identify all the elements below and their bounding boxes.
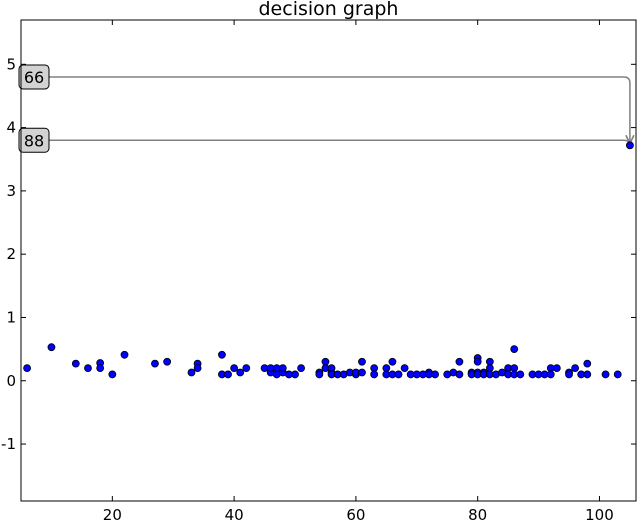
annotation-label: 66 bbox=[24, 68, 44, 87]
data-point bbox=[358, 357, 366, 366]
data-point bbox=[565, 370, 573, 379]
data-point bbox=[163, 357, 172, 366]
data-point bbox=[455, 370, 464, 379]
y-tick-label: 0 bbox=[6, 372, 16, 390]
data-point bbox=[96, 364, 105, 372]
y-tick-label: 1 bbox=[6, 308, 16, 326]
data-point bbox=[546, 370, 555, 379]
annotation-connector bbox=[49, 76, 631, 144]
data-point bbox=[601, 370, 610, 379]
data-point bbox=[583, 370, 592, 379]
data-point bbox=[187, 368, 196, 377]
data-point bbox=[370, 370, 379, 379]
y-tick-label: -1 bbox=[1, 435, 16, 453]
data-point bbox=[394, 370, 403, 379]
data-point bbox=[230, 364, 239, 372]
data-point bbox=[516, 370, 525, 379]
annotation-box bbox=[18, 127, 50, 153]
y-tick-label: 5 bbox=[6, 55, 16, 73]
data-point bbox=[626, 141, 634, 150]
data-point bbox=[473, 357, 482, 366]
data-point bbox=[71, 359, 80, 368]
data-point bbox=[291, 370, 299, 379]
scatter-points bbox=[23, 141, 634, 379]
y-tick-label: 3 bbox=[6, 182, 16, 200]
x-tick-label: 100 bbox=[585, 506, 614, 524]
data-point bbox=[84, 364, 92, 372]
data-point bbox=[571, 364, 580, 372]
data-point bbox=[358, 368, 366, 377]
data-point bbox=[193, 364, 202, 372]
x-tick-label: 80 bbox=[468, 506, 487, 524]
data-point bbox=[47, 343, 56, 352]
y-tick-label: 2 bbox=[6, 245, 16, 263]
x-tick-label: 60 bbox=[346, 506, 365, 524]
axis-ticks: 20 40 60 80 100 -1 0 1 2 3 4 5 bbox=[1, 20, 636, 524]
annotation-connector bbox=[49, 139, 631, 147]
annotation-label: 88 bbox=[24, 131, 44, 150]
x-tick-label: 40 bbox=[225, 506, 244, 524]
data-point bbox=[400, 364, 409, 372]
data-point bbox=[151, 359, 159, 368]
data-point bbox=[315, 370, 324, 379]
data-point bbox=[236, 368, 245, 377]
data-point bbox=[242, 364, 251, 372]
data-point bbox=[108, 370, 117, 379]
annotation-box bbox=[18, 64, 50, 90]
data-point bbox=[278, 364, 287, 372]
data-point bbox=[583, 359, 592, 368]
data-point bbox=[431, 370, 439, 379]
data-point bbox=[455, 357, 464, 366]
data-point bbox=[613, 370, 622, 379]
data-point bbox=[552, 364, 561, 372]
data-point bbox=[510, 345, 519, 354]
data-point bbox=[23, 364, 31, 372]
plot-frame bbox=[20, 19, 637, 502]
chart-title: decision graph bbox=[259, 0, 399, 20]
x-tick-label: 20 bbox=[103, 506, 122, 524]
y-tick-label: 4 bbox=[6, 119, 16, 137]
data-point bbox=[224, 370, 232, 379]
data-point bbox=[120, 350, 129, 359]
annotations: 66 88 bbox=[18, 64, 635, 153]
data-point bbox=[388, 357, 397, 366]
data-point bbox=[297, 364, 305, 372]
data-point bbox=[218, 350, 226, 359]
